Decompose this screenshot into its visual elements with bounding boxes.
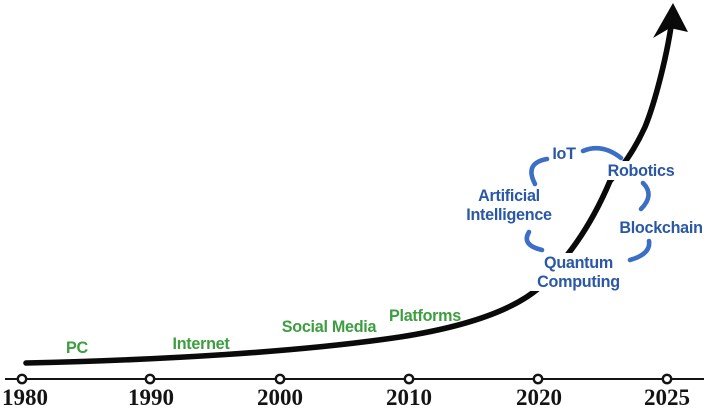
era-label-social-media: Social Media — [281, 317, 377, 336]
tick-1980 — [16, 373, 28, 385]
tick-2010 — [403, 373, 415, 385]
year-label-2025: 2025 — [644, 385, 690, 410]
tick-2025 — [661, 373, 673, 385]
year-label-1980: 1980 — [2, 385, 48, 410]
tick-1990 — [144, 373, 156, 385]
circle-arc-lower-right — [627, 238, 652, 263]
tech-label-artificial-intelligence: Artificial Intelligence — [466, 186, 552, 225]
tech-label-robotics: Robotics — [595, 161, 687, 181]
arrowhead — [653, 3, 688, 38]
circle-arc-upper-left — [529, 156, 550, 187]
tech-label-quantum-computing: Quantum Computing — [529, 253, 628, 292]
tick-2000 — [274, 373, 286, 385]
year-label-2010: 2010 — [386, 385, 432, 410]
tick-2020 — [532, 373, 544, 385]
year-label-2020: 2020 — [516, 385, 562, 410]
era-label-pc: PC — [66, 338, 88, 357]
year-label-1990: 1990 — [128, 385, 174, 410]
era-label-internet: Internet — [172, 334, 230, 353]
circle-arc-top — [580, 145, 624, 161]
circle-arc-lower-left — [524, 229, 545, 253]
era-label-platforms: Platforms — [389, 306, 461, 325]
growth-curve — [23, 9, 676, 366]
tech-label-iot: IoT — [552, 144, 576, 163]
circle-arc-right — [638, 180, 651, 212]
year-label-2000: 2000 — [257, 385, 303, 410]
tech-label-blockchain: Blockchain — [619, 218, 703, 237]
